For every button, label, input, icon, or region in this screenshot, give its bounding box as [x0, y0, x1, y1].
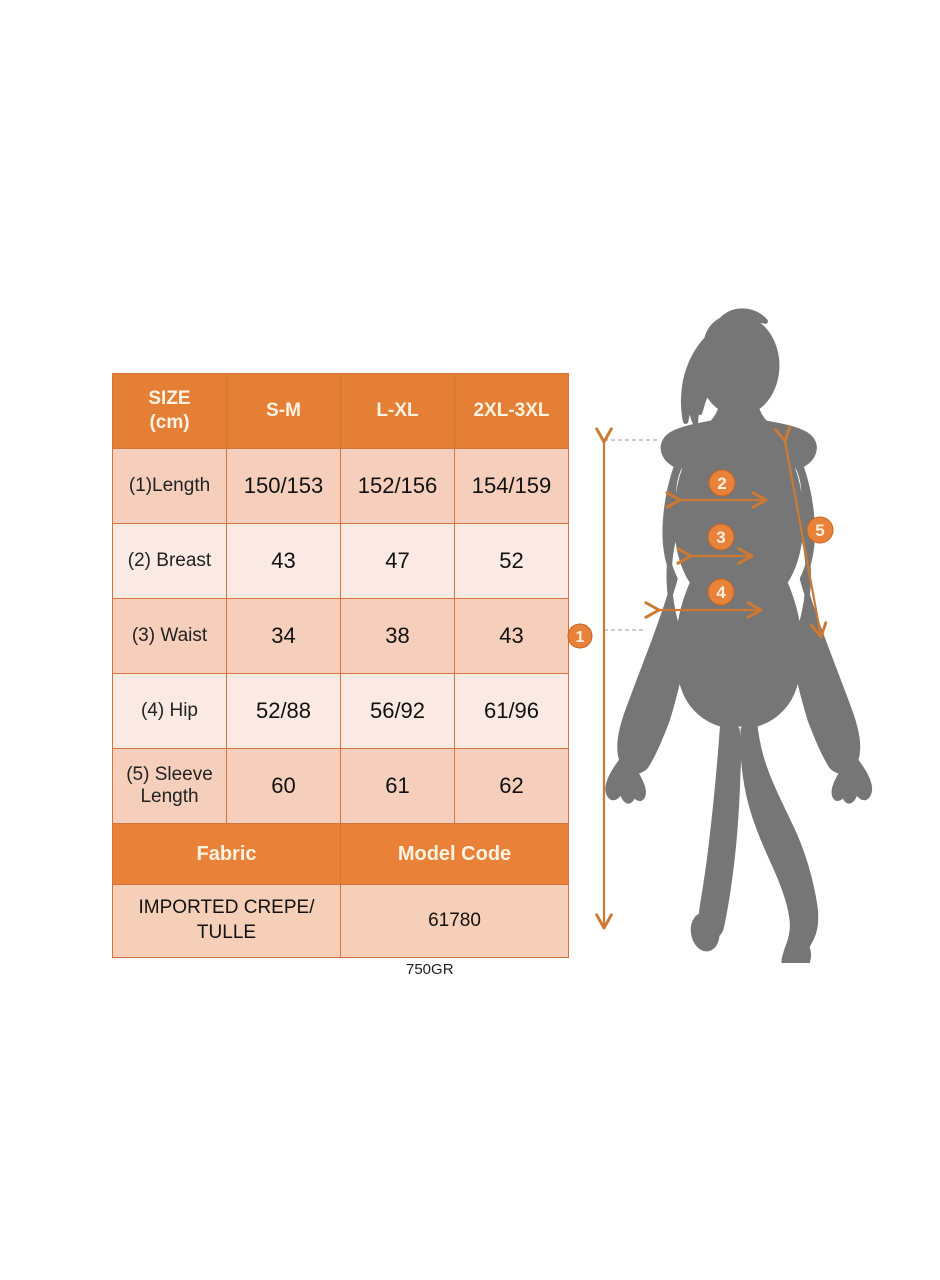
svg-text:1: 1: [576, 629, 585, 646]
